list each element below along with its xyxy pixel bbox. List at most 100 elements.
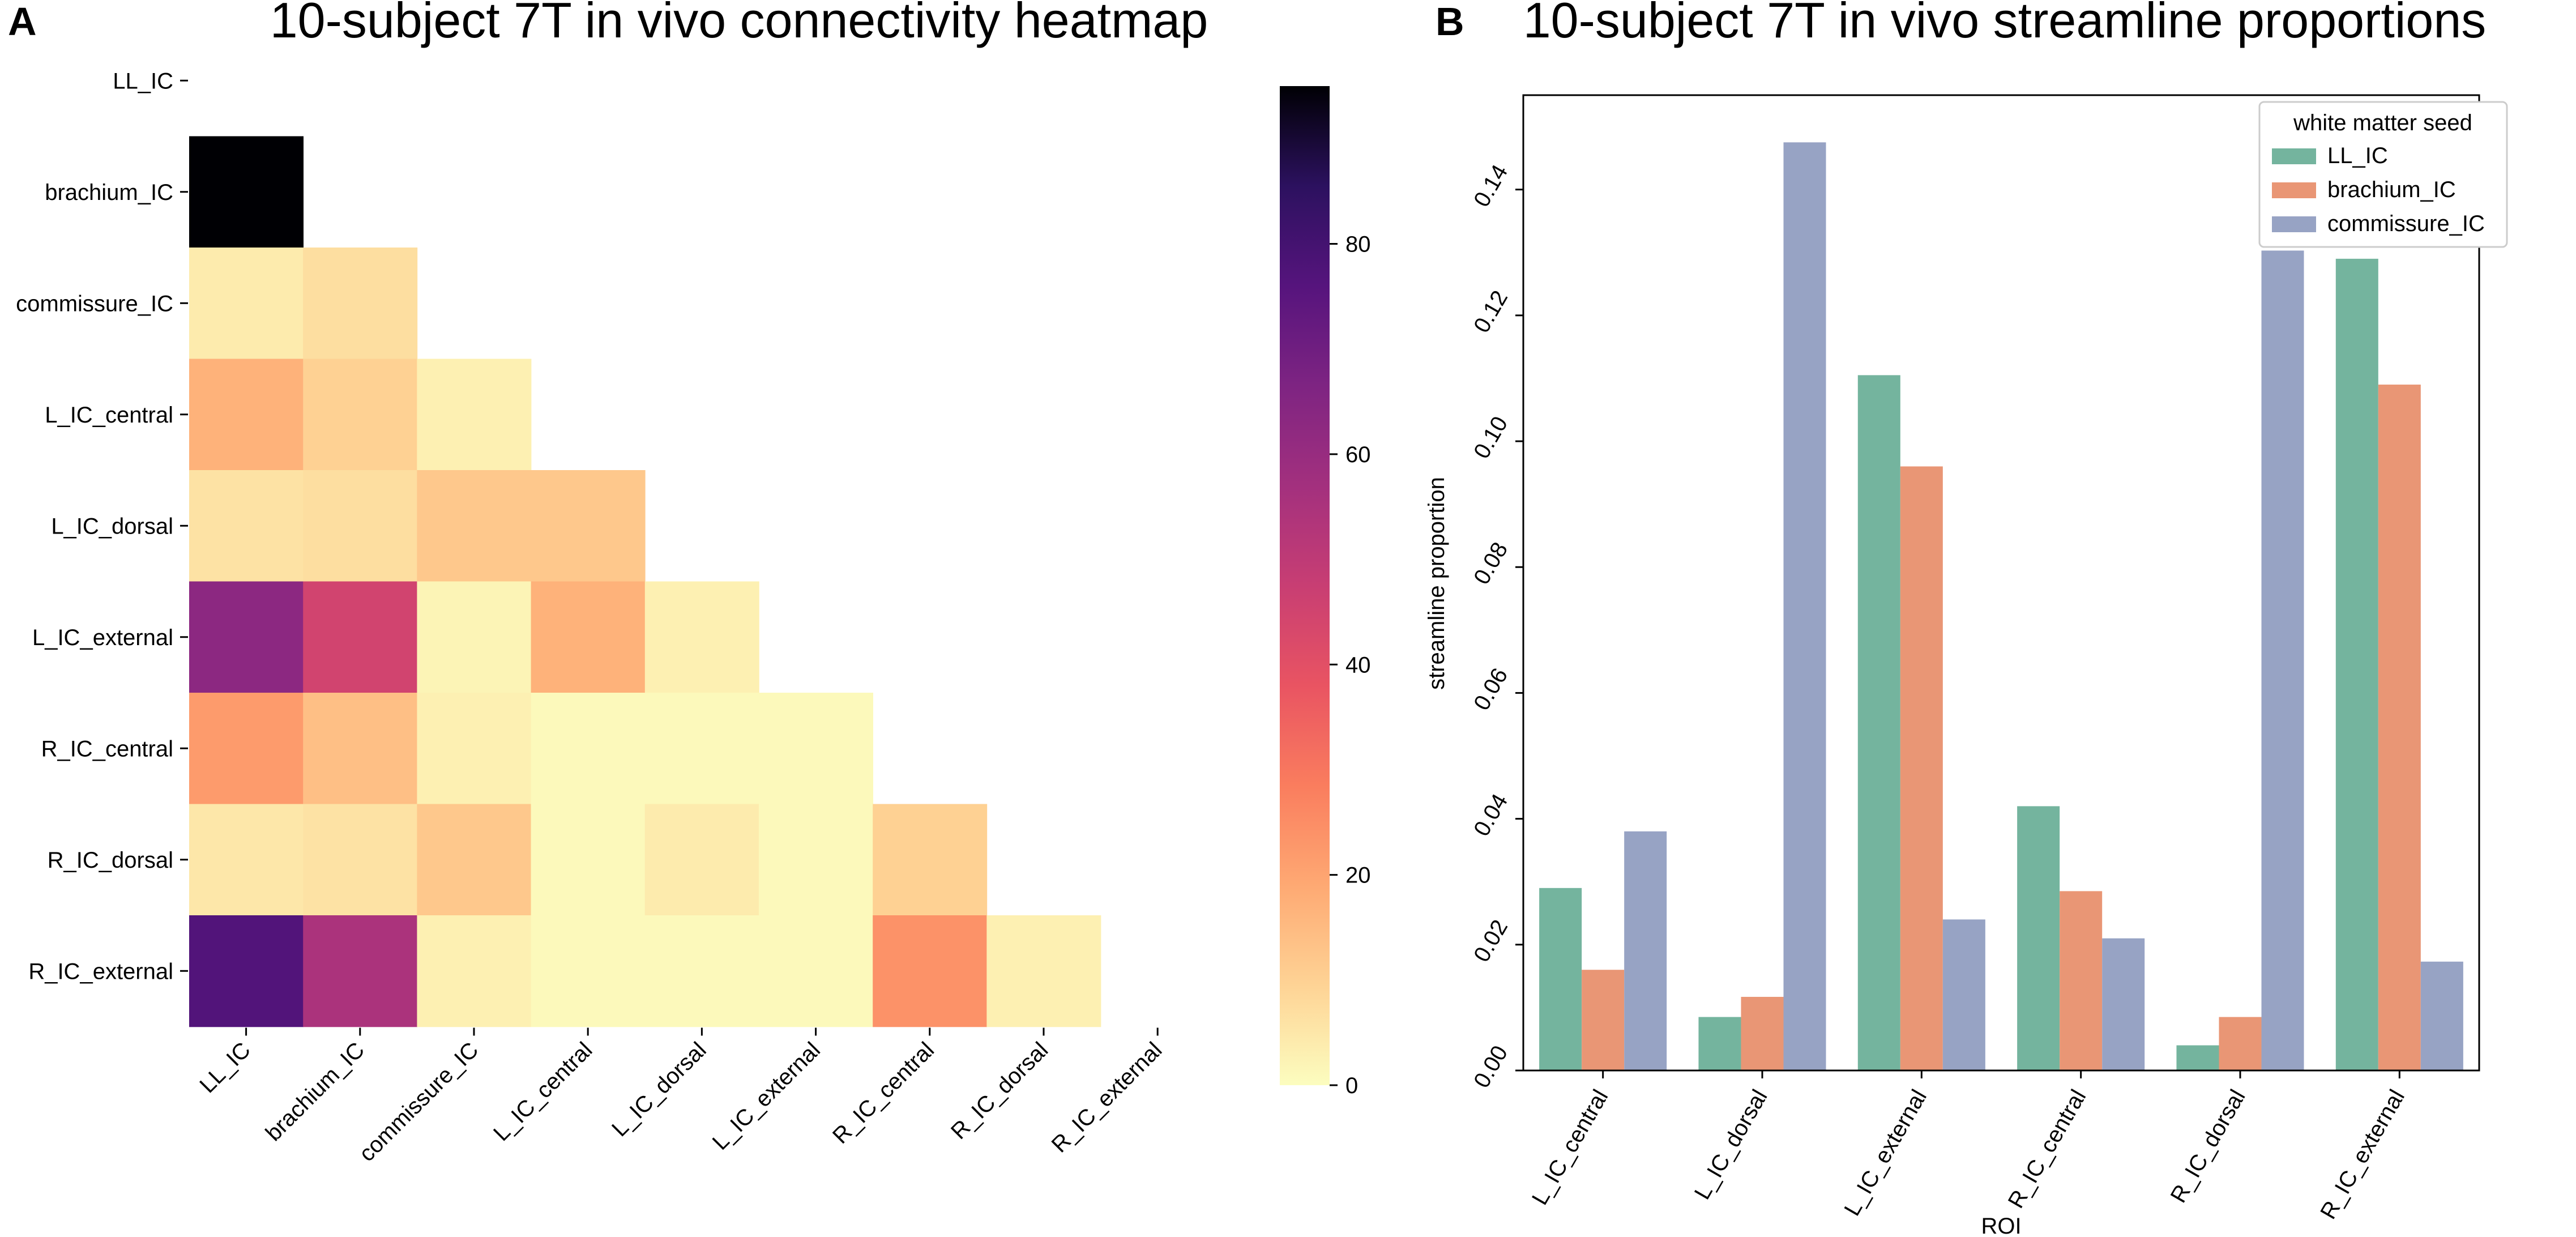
heatmap-cell-r-ic-central-commissure-ic [417,693,532,805]
colorbar-tick-label: 80 [1345,232,1371,257]
heatmap-cell-r-ic-external-commissure-ic [417,915,532,1027]
heatmap-cell-l-ic-external-l-ic-central [531,581,646,693]
legend-label-commissure-ic: commissure_IC [2327,211,2485,236]
legend: white matter seed LL_IC brachium_ICcommis… [2258,101,2508,248]
heatmap-col-label-r-ic-external: R_IC_external [1047,1038,1167,1158]
bar-x-tick-label-l-ic-external: L_IC_external [1839,1086,1932,1221]
heatmap-cell-l-ic-dorsal-commissure-ic [417,470,532,582]
heatmap-cell-brachium-ic-ll-ic [189,136,304,248]
heatmap-col-label-r-ic-central: R_IC_central [828,1038,939,1149]
legend-items: LL_IC brachium_IC commissure_IC [2272,143,2485,236]
heatmap-cell-l-ic-central-commissure-ic [417,359,532,471]
heatmap-col-label-ll-ic: LL_IC [195,1038,255,1098]
heatmap-cell-r-ic-dorsal-l-ic-central [531,804,646,916]
heatmap-cell-l-ic-dorsal-brachium-ic [303,470,418,582]
heatmap-cell-l-ic-external-ll-ic [189,581,304,693]
heatmap-row-label-r-ic-central: R_IC_central [41,736,173,761]
legend-title: white matter seed [2293,110,2472,135]
heatmap-row-label-l-ic-external: L_IC_external [32,625,173,650]
panel-a: A 10-subject 7T in vivo connectivity hea… [8,0,1371,1166]
bar-y-tick-label: 0.04 [1469,790,1513,840]
heatmap-row-label-brachium-ic: brachium_IC [45,180,173,205]
heatmap-cell-l-ic-external-l-ic-dorsal [644,581,759,693]
heatmap-cell-commissure-ic-ll-ic [189,248,304,360]
heatmap-cell-r-ic-central-brachium-ic [303,693,418,805]
bar-brachium-ic-l-ic-central [1582,970,1625,1070]
bar-x-tick-label-r-ic-external: R_IC_external [2316,1086,2410,1223]
heatmap-cell-r-ic-external-l-ic-dorsal [644,915,759,1027]
heatmap-row-label-l-ic-central: L_IC_central [45,403,173,428]
bar-commissure-ic-r-ic-central [2102,938,2145,1070]
colorbar-tick-label: 0 [1345,1073,1358,1098]
bar-brachium-ic-l-ic-external [1900,466,1943,1070]
bar-plot-frame [1522,94,2480,1072]
heatmap-cell-r-ic-central-ll-ic [189,693,304,805]
bar-series [1539,142,2463,1071]
bar-y-ticks: 0.00 0.02 0.04 0.06 0.08 0.10 0.12 0.14 [1469,160,1523,1092]
bar-y-tick-label: 0.06 [1469,664,1513,714]
heatmap-cell-r-ic-central-l-ic-external [759,693,873,805]
panel-b: B 10-subject 7T in vivo streamline propo… [1424,0,2508,1237]
bar-brachium-ic-r-ic-external [2378,385,2421,1070]
heatmap-row-label-l-ic-dorsal: L_IC_dorsal [51,514,173,539]
bar-chart-title: 10-subject 7T in vivo streamline proport… [1523,0,2487,48]
heatmap-cell-r-ic-dorsal-l-ic-external [759,804,873,916]
heatmap-col-label-brachium-ic: brachium_IC [261,1038,369,1146]
panel-a-letter: A [8,0,37,44]
heatmap-col-label-r-ic-dorsal: R_IC_dorsal [946,1038,1053,1144]
heatmap-col-label-commissure-ic: commissure_IC [354,1038,484,1167]
heatmap-cell-r-ic-dorsal-r-ic-central [873,804,988,916]
bar-ll-ic-l-ic-central [1539,888,1582,1070]
heatmap-cell-l-ic-external-brachium-ic [303,581,418,693]
heatmap-cells [189,136,1101,1027]
bar-y-axis-label: streamline proportion [1424,477,1449,690]
heatmap-cell-l-ic-dorsal-ll-ic [189,470,304,582]
bar-brachium-ic-r-ic-central [2060,891,2103,1070]
bar-ll-ic-l-ic-external [1857,375,1900,1070]
heatmap-cell-l-ic-central-ll-ic [189,359,304,471]
heatmap-cell-r-ic-external-r-ic-central [873,915,988,1027]
bar-x-axis-label: ROI [1981,1214,2021,1237]
bar-x-tick-label-r-ic-dorsal: R_IC_dorsal [2166,1086,2250,1208]
bar-x-tick-label-l-ic-central: L_IC_central [1527,1086,1613,1209]
legend-frame [2258,101,2508,248]
bar-y-tick-label: 0.10 [1469,412,1513,463]
heatmap-cell-r-ic-dorsal-commissure-ic [417,804,532,916]
bar-y-tick-label: 0.02 [1469,916,1513,966]
bar-brachium-ic-l-ic-dorsal [1741,997,1784,1070]
bar-commissure-ic-l-ic-central [1624,831,1667,1070]
heatmap-cell-r-ic-external-r-ic-dorsal [986,915,1101,1027]
bar-ll-ic-r-ic-dorsal [2176,1045,2219,1070]
colorbar-tick-label: 20 [1345,863,1371,888]
bar-ll-ic-l-ic-dorsal [1698,1017,1741,1070]
bar-commissure-ic-r-ic-dorsal [2261,250,2304,1070]
legend-swatch-ll-ic [2272,148,2316,164]
heatmap-cell-r-ic-dorsal-l-ic-dorsal [644,804,759,916]
heatmap-cell-commissure-ic-brachium-ic [303,248,418,360]
heatmap-row-label-r-ic-external: R_IC_external [28,959,173,984]
legend-label-ll-ic: LL_IC [2327,143,2388,168]
heatmap-col-label-l-ic-central: L_IC_central [489,1038,597,1146]
heatmap-cell-r-ic-dorsal-ll-ic [189,804,304,916]
heatmap-cell-l-ic-external-commissure-ic [417,581,532,693]
heatmap-cell-r-ic-external-ll-ic [189,915,304,1027]
heatmap-cell-l-ic-dorsal-l-ic-central [531,470,646,582]
colorbar-tick-label: 60 [1345,442,1371,467]
heatmap-cell-l-ic-central-brachium-ic [303,359,418,471]
heatmap-cell-r-ic-central-l-ic-central [531,693,646,805]
heatmap-cell-r-ic-external-l-ic-external [759,915,873,1027]
bar-commissure-ic-l-ic-dorsal [1783,142,1826,1070]
heatmap-col-label-l-ic-dorsal: L_IC_dorsal [607,1038,711,1142]
heatmap-cell-r-ic-central-l-ic-dorsal [644,693,759,805]
bar-ll-ic-r-ic-external [2335,258,2378,1071]
bar-x-ticks: L_IC_central L_IC_dorsal L_IC_external R_IC… [1527,1070,2410,1223]
colorbar-tick-label: 40 [1345,652,1371,677]
heatmap-title: 10-subject 7T in vivo connectivity heatm… [270,0,1208,48]
bar-x-tick-label-l-ic-dorsal: L_IC_dorsal [1690,1086,1772,1204]
heatmap-row-label-r-ic-dorsal: R_IC_dorsal [48,848,173,873]
heatmap-col-label-l-ic-external: L_IC_external [708,1038,825,1155]
heatmap-cell-r-ic-external-l-ic-central [531,915,646,1027]
heatmap-row-label-commissure-ic: commissure_IC [16,291,173,316]
